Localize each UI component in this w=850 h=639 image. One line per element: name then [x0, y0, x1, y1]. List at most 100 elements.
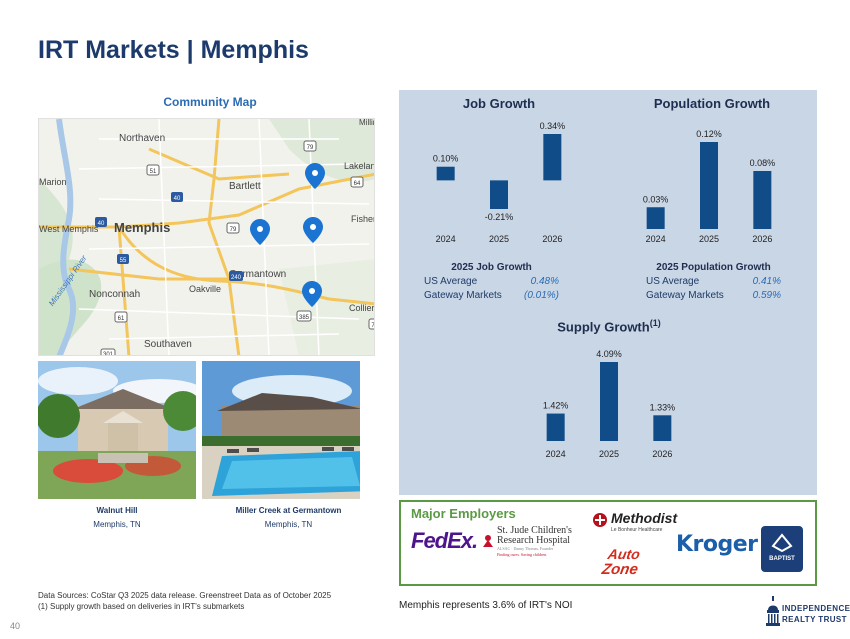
autozone-text: Auto [606, 546, 642, 562]
svg-text:Collier: Collier [349, 303, 375, 313]
x-tick-label: 2024 [546, 449, 566, 459]
stats-label: US Average [424, 276, 478, 287]
stats-label: Gateway Markets [646, 290, 724, 301]
svg-text:385: 385 [299, 315, 310, 321]
brand-line: INDEPENDENCE [782, 604, 850, 613]
community-map[interactable]: Northaven Bartlett Memphis Germantown No… [38, 118, 375, 356]
population-growth-title: Population Growth [653, 96, 771, 111]
st-jude-figure-icon [483, 535, 493, 547]
svg-text:40: 40 [98, 221, 105, 227]
svg-text:Nonconnah: Nonconnah [89, 289, 140, 300]
bar-value-label: 0.08% [750, 158, 776, 168]
stats-title: 2025 Job Growth [451, 262, 532, 273]
fedex-logo: FedEx. [411, 528, 478, 554]
bar [753, 171, 772, 229]
methodist-emblem-icon [593, 513, 607, 527]
svg-text:Millington: Millington [359, 119, 375, 127]
bar-value-label: -0.21% [485, 212, 514, 222]
bar [600, 362, 618, 441]
map-pins [250, 163, 325, 307]
svg-text:Northaven: Northaven [119, 133, 165, 144]
bar [490, 180, 508, 209]
svg-text:79: 79 [307, 145, 314, 151]
st-jude-text: St. Jude Children's Research Hospital AL… [497, 525, 572, 558]
major-employers-box: Major Employers FedEx. St. Jude Children… [399, 500, 817, 586]
property-name: Miller Creek at Germantown [235, 506, 342, 515]
community-map-label: Community Map [163, 95, 257, 109]
stats-value: (0.01%) [523, 290, 559, 301]
svg-text:Memphis: Memphis [114, 220, 170, 235]
x-tick-label: 2024 [646, 234, 666, 244]
svg-text:Oakville: Oakville [189, 284, 221, 294]
population-growth-stats: 2025 Population Growth US Average 0.41% … [646, 262, 781, 301]
property-location: Memphis, TN [264, 520, 313, 529]
svg-text:Southaven: Southaven [144, 339, 192, 350]
bar [646, 207, 665, 229]
x-tick-label: 2026 [542, 234, 562, 244]
baptist-emblem-icon [771, 533, 793, 552]
bar [700, 142, 718, 229]
bar-value-label: 0.34% [540, 121, 566, 131]
stats-value: 0.41% [752, 276, 781, 287]
noi-statement: Memphis represents 3.6% of IRT's NOI [399, 600, 573, 611]
data-sources-note: Data Sources: CoStar Q3 2025 data releas… [38, 591, 332, 600]
property-location: Memphis, TN [93, 520, 141, 529]
svg-text:240: 240 [231, 275, 242, 281]
major-employers-title: Major Employers [411, 506, 516, 521]
stats-row: Gateway Markets 0.59% [646, 290, 781, 301]
x-tick-label: 2026 [652, 449, 672, 459]
svg-text:55: 55 [120, 258, 127, 264]
brand-line: REALTY TRUST [782, 615, 847, 624]
svg-text:Lakeland: Lakeland [344, 161, 375, 171]
baptist-logo-text: BAPTIST [769, 556, 795, 562]
irt-brand-logo: INDEPENDENCE REALTY TRUST [766, 596, 850, 632]
kroger-logo: Kroger [676, 532, 758, 557]
supply-growth-label: Supply Growth [557, 319, 650, 335]
methodist-logo-text: Methodist [611, 510, 678, 526]
bar [543, 134, 562, 181]
svg-text:40: 40 [174, 196, 181, 202]
bar-value-label: 0.03% [643, 194, 669, 204]
svg-text:7: 7 [371, 323, 375, 329]
growth-panel: Job Growth Population Growth 0.10% 2024 -0… [399, 90, 817, 495]
bar [546, 413, 565, 441]
bar-value-label: 1.33% [650, 402, 676, 412]
walnut-hill-photo [38, 361, 196, 499]
bar-value-label: 0.10% [433, 154, 459, 164]
stats-title: 2025 Population Growth [656, 262, 771, 273]
svg-text:64: 64 [354, 181, 361, 187]
st-jude-line: Finding cures. Saving children. [497, 552, 548, 557]
baptist-logo: BAPTIST [761, 526, 803, 572]
stats-value: 0.48% [530, 276, 559, 287]
stats-label: US Average [646, 276, 700, 287]
methodist-sub-text: Le Bonheur Healthcare [611, 527, 663, 533]
map-graphic: Northaven Bartlett Memphis Germantown No… [39, 119, 375, 356]
bar-value-label: 1.42% [543, 401, 569, 411]
autozone-logo: Auto Zone [596, 546, 666, 582]
page-title: IRT Markets | Memphis [38, 36, 309, 64]
bar [436, 166, 455, 181]
x-tick-label: 2026 [752, 234, 772, 244]
supply-growth-chart: 1.42% 2024 4.09% 2025 1.33% 2026 [543, 349, 676, 459]
st-jude-line: Research Hospital [497, 535, 571, 546]
page-number: 40 [10, 621, 21, 631]
job-growth-stats: 2025 Job Growth US Average 0.48% Gateway… [424, 262, 559, 301]
supply-growth-title: Supply Growth(1) [499, 318, 719, 334]
stats-row: US Average 0.48% [424, 276, 559, 287]
x-tick-label: 2024 [436, 234, 456, 244]
bar-value-label: 4.09% [596, 349, 622, 359]
x-tick-label: 2025 [699, 234, 719, 244]
st-jude-line: ALSAC · Danny Thomas, Founder [497, 546, 554, 551]
job-growth-chart: 0.10% 2024 -0.21% 2025 0.34% 2026 [433, 121, 566, 244]
svg-text:Marion: Marion [39, 177, 67, 187]
st-jude-line: St. Jude Children's [497, 525, 572, 536]
footnote-1: (1) Supply growth based on deliveries in… [38, 602, 245, 611]
miller-creek-photo [202, 361, 360, 499]
stats-label: Gateway Markets [424, 290, 502, 301]
bar [653, 415, 672, 441]
supply-growth-footnote-ref: (1) [649, 318, 661, 328]
autozone-text: Zone [600, 561, 640, 578]
job-growth-title: Job Growth [462, 96, 536, 111]
stats-row: US Average 0.41% [646, 276, 781, 287]
svg-text:301: 301 [103, 352, 114, 356]
